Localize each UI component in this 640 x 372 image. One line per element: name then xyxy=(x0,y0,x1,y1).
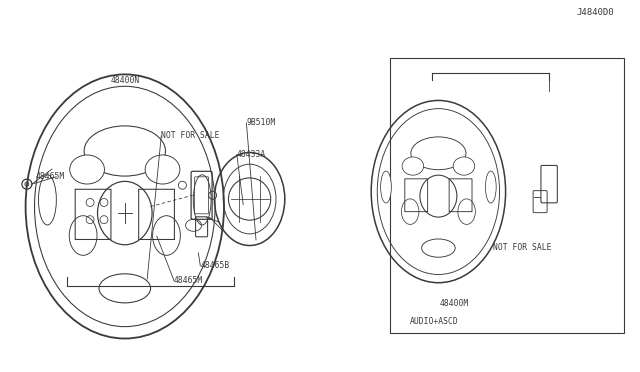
Bar xyxy=(390,58,624,333)
Ellipse shape xyxy=(486,171,496,203)
Text: 48400M: 48400M xyxy=(440,299,469,308)
Ellipse shape xyxy=(381,171,392,203)
Ellipse shape xyxy=(453,157,475,175)
Ellipse shape xyxy=(70,155,104,184)
Text: 9B510M: 9B510M xyxy=(246,118,276,127)
Ellipse shape xyxy=(69,216,97,255)
Text: 48400N: 48400N xyxy=(110,76,140,85)
Text: J4840D0: J4840D0 xyxy=(577,8,614,17)
Ellipse shape xyxy=(458,199,476,224)
Ellipse shape xyxy=(193,175,211,225)
Ellipse shape xyxy=(411,137,466,170)
Ellipse shape xyxy=(422,239,455,257)
Ellipse shape xyxy=(38,175,56,225)
Ellipse shape xyxy=(145,155,180,184)
Ellipse shape xyxy=(401,199,419,224)
Text: NOT FOR SALE: NOT FOR SALE xyxy=(493,243,551,252)
Ellipse shape xyxy=(99,274,150,303)
Text: 48465B: 48465B xyxy=(200,262,230,270)
Text: 48465M: 48465M xyxy=(35,172,65,181)
Ellipse shape xyxy=(152,216,180,255)
Ellipse shape xyxy=(84,126,166,176)
Text: 48433A: 48433A xyxy=(237,150,266,159)
Ellipse shape xyxy=(402,157,424,175)
Text: 48465M: 48465M xyxy=(174,276,204,285)
Text: AUDIO+ASCD: AUDIO+ASCD xyxy=(410,317,458,326)
Text: NOT FOR SALE: NOT FOR SALE xyxy=(161,131,220,140)
